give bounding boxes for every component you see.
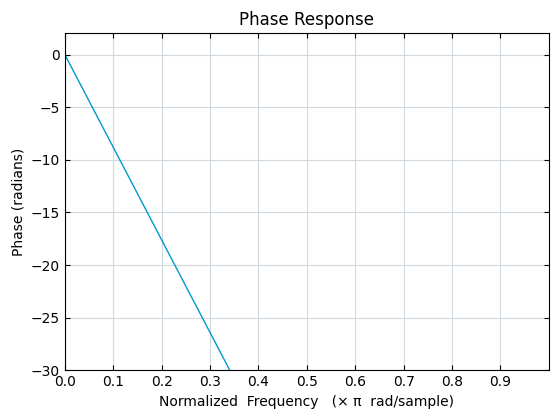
X-axis label: Normalized  Frequency   (× π  rad/sample): Normalized Frequency (× π rad/sample) (160, 395, 454, 409)
Y-axis label: Phase (radians): Phase (radians) (11, 148, 25, 256)
Title: Phase Response: Phase Response (239, 11, 374, 29)
